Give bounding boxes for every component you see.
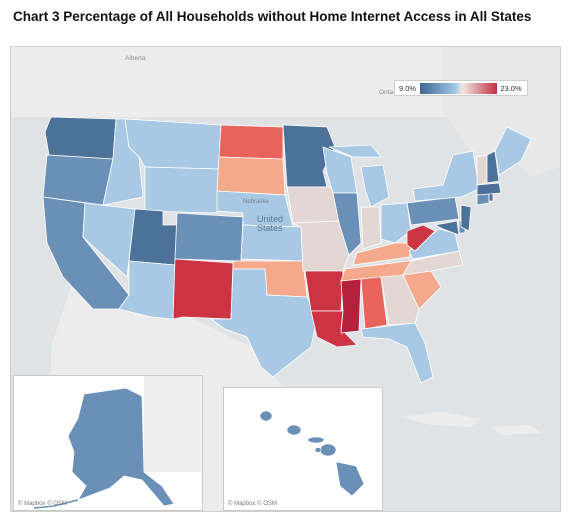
- legend-max-label: 23.0%: [500, 83, 522, 93]
- state-south-dakota: [216, 156, 286, 196]
- state-florida: [360, 322, 434, 384]
- state-alabama: [360, 276, 388, 330]
- color-legend: 9.0% 23.0%: [394, 80, 528, 96]
- basemap-label-united-states-line2: States: [257, 223, 283, 233]
- legend-color-ramp: [420, 82, 497, 94]
- hawaii-lanai: [314, 447, 322, 453]
- basemap-label-ontario: Onta: [379, 89, 394, 96]
- state-washington: [44, 116, 117, 160]
- choropleth-map[interactable]: Alberta Onta United States Nebraska 9.0%…: [10, 46, 561, 512]
- state-iowa: [286, 186, 340, 224]
- state-colorado: [174, 212, 244, 262]
- caribbean-landmass: [401, 412, 481, 427]
- state-maryland: [433, 220, 460, 236]
- state-new-jersey: [460, 204, 472, 232]
- state-maine: [494, 126, 532, 176]
- alaska-attribution: © Mapbox © OSM: [18, 501, 67, 507]
- state-hawaii: [259, 410, 365, 497]
- state-arkansas: [304, 270, 344, 312]
- state-texas: [209, 268, 318, 378]
- state-new-mexico: [172, 258, 234, 320]
- state-north-dakota: [218, 124, 284, 160]
- basemap-label-alberta: Alberta: [125, 55, 146, 62]
- state-massachusetts: [476, 182, 502, 196]
- state-vermont: [476, 154, 488, 186]
- legend-min-label: 9.0%: [398, 83, 417, 93]
- state-mississippi: [340, 278, 362, 334]
- hawaii-maui: [319, 443, 337, 457]
- state-illinois: [332, 192, 362, 256]
- canada-east-landmass: [441, 47, 560, 177]
- alaska-canada-land: [144, 376, 202, 472]
- state-indiana: [360, 206, 382, 250]
- state-nevada: [82, 202, 136, 278]
- alaska-canvas: [14, 376, 202, 510]
- state-west-virginia: [406, 224, 436, 252]
- state-michigan-up: [328, 144, 382, 158]
- state-wyoming: [144, 166, 220, 214]
- state-new-york: [412, 150, 480, 202]
- state-georgia: [380, 274, 420, 326]
- state-virginia: [408, 228, 460, 260]
- hawaii-inset-map[interactable]: © Mapbox © OSM: [223, 387, 383, 511]
- caribbean-landmass-2: [491, 425, 541, 435]
- hawaii-canvas: [259, 410, 365, 497]
- state-utah: [128, 208, 178, 266]
- state-oregon: [42, 154, 114, 206]
- hawaii-molokai: [307, 436, 325, 444]
- alaska-inset-map[interactable]: © Mapbox © OSM: [13, 375, 203, 511]
- hawaii-big-island: [335, 461, 365, 497]
- hawaii-attribution: © Mapbox © OSM: [228, 501, 277, 507]
- state-polygons: [42, 116, 532, 384]
- alaska-aleutians: [33, 499, 79, 509]
- state-alaska: [67, 387, 175, 507]
- state-michigan: [360, 164, 390, 208]
- hawaii-oahu: [286, 424, 302, 436]
- hawaii-kauai: [259, 410, 273, 422]
- basemap-label-united-states-line1: United: [257, 214, 284, 224]
- state-ohio: [380, 202, 412, 244]
- state-label-nebraska: Nebraska: [243, 199, 269, 205]
- chart-title: Chart 3 Percentage of All Households wit…: [13, 9, 532, 24]
